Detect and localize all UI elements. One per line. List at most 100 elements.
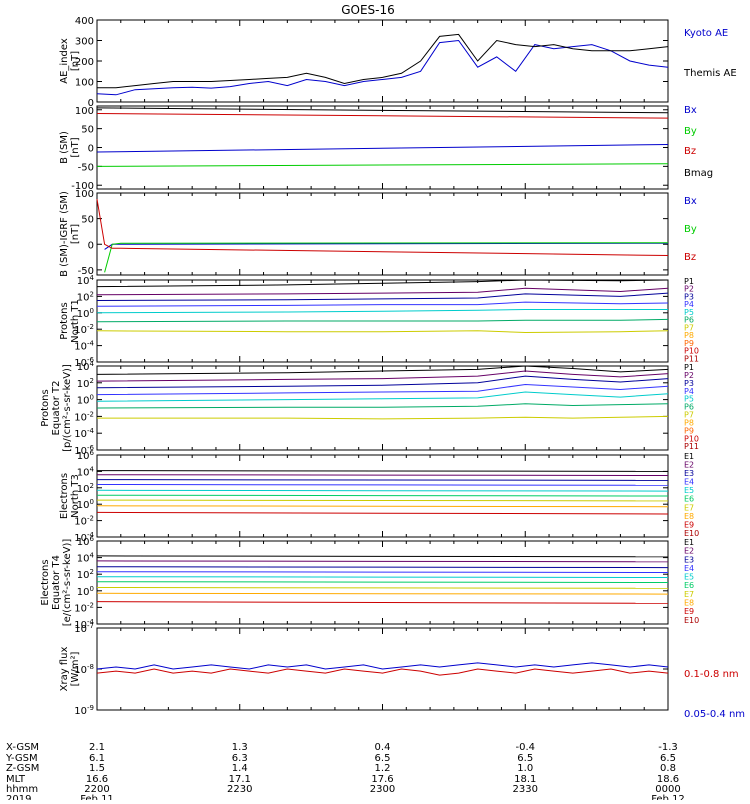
- ytick-label-0-0: 0: [88, 98, 94, 109]
- legend-entry-2-2: Bz: [684, 252, 696, 263]
- panel-frame-1: [96, 105, 669, 190]
- time-row-label-5: 2019: [6, 794, 31, 800]
- time-row-value-1-0: 6.1: [89, 753, 105, 764]
- ytick-label-0-1: 100: [75, 78, 94, 89]
- ytick-label-2-3: 100: [75, 189, 94, 200]
- time-row-value-2-0: 1.5: [89, 763, 105, 774]
- legend-entry-3-6: P7: [684, 323, 694, 332]
- ylabel-7-0: Xray flux: [59, 647, 70, 692]
- legend-entry-5-6: E7: [684, 503, 694, 512]
- ytick-label-0-3: 300: [75, 37, 94, 48]
- series-line-4-3: [96, 383, 669, 396]
- ylabel-1-0: B (SM): [59, 131, 70, 164]
- series-line-6-1: [96, 560, 669, 563]
- series-line-1-0: [96, 144, 669, 153]
- ytick-label-2-0: -50: [78, 266, 94, 277]
- time-row-value-2-4: 0.8: [660, 763, 676, 774]
- legend-entry-5-3: E4: [684, 478, 694, 487]
- ytick-label-4-3: 100: [77, 394, 94, 407]
- time-row-value-3-4: 18.6: [657, 774, 679, 785]
- ytick-label-0-4: 400: [75, 16, 94, 27]
- legend-entry-4-10: P11: [684, 442, 699, 451]
- legend-entry-4-3: P4: [684, 387, 694, 396]
- ytick-label-6-4: 104: [77, 552, 95, 565]
- series-line-6-0: [96, 555, 669, 558]
- series-line-6-4: [96, 576, 669, 578]
- series-line-3-2: [96, 292, 669, 301]
- ylabel-1-1: [nT]: [70, 137, 81, 157]
- time-row-label-2: Z-GSM: [6, 763, 39, 774]
- ytick-label-0-2: 200: [75, 57, 94, 68]
- panel-frame-0: [96, 19, 669, 103]
- ytick-label-6-1: 10-2: [74, 601, 94, 614]
- ylabel-4-2: [p/(cm²-s-sr-keV)]: [62, 364, 73, 452]
- ylabel-6-0: Electrons: [40, 559, 51, 605]
- legend-entry-7-0: 0.1-0.8 nm: [684, 669, 739, 680]
- ylabel-4-0: Protons: [40, 389, 51, 426]
- time-row-value-1-4: 6.5: [660, 753, 676, 764]
- time-row-value-3-0: 16.6: [86, 774, 108, 785]
- time-row-value-3-2: 17.6: [371, 774, 393, 785]
- series-line-4-5: [96, 403, 669, 409]
- time-row-value-4-4: 0000: [655, 784, 680, 795]
- ytick-label-1-0: -100: [71, 181, 94, 192]
- legend-entry-3-1: P2: [684, 285, 694, 294]
- time-row-value-2-2: 1.2: [375, 763, 391, 774]
- series-line-1-1: [96, 163, 669, 167]
- legend-entry-5-9: E10: [684, 529, 699, 538]
- series-line-4-6: [97, 415, 669, 420]
- ylabel-5-0: Electrons: [59, 473, 70, 519]
- series-line-7-1: [96, 662, 669, 670]
- ylabel-7-1: [W/m²]: [70, 651, 81, 686]
- series-line-7-0: [96, 668, 669, 676]
- legend-entry-6-4: E5: [684, 573, 694, 582]
- series-line-4-2: [96, 375, 669, 389]
- legend-entry-6-5: E6: [684, 581, 694, 590]
- series-line-5-4: [96, 489, 669, 492]
- time-row-value-4-3: 2330: [513, 784, 538, 795]
- series-line-5-7: [96, 505, 669, 508]
- series-line-3-6: [96, 330, 669, 334]
- series-line-3-0: [96, 279, 669, 288]
- legend-entry-4-5: P6: [684, 403, 694, 412]
- legend-entry-6-3: E4: [684, 564, 694, 573]
- series-line-0-0: [96, 39, 669, 96]
- time-row-value-1-3: 6.5: [517, 753, 533, 764]
- ytick-label-4-1: 10-4: [74, 427, 94, 440]
- ylabel-2-1: [nT]: [70, 224, 81, 244]
- legend-entry-1-3: Bmag: [684, 168, 713, 179]
- legend-entry-6-2: E3: [684, 555, 694, 564]
- ylabel-0-0: AE_index: [59, 38, 70, 84]
- legend-entry-5-4: E5: [684, 486, 694, 495]
- legend-entry-2-1: By: [684, 224, 697, 235]
- time-row-value-4-1: 2230: [227, 784, 252, 795]
- legend-entry-6-8: E9: [684, 607, 694, 616]
- series-line-1-2: [96, 113, 669, 119]
- time-row-value-4-0: 2200: [84, 784, 109, 795]
- time-row-value-0-4: -1.3: [658, 742, 678, 753]
- series-line-6-8: [96, 601, 669, 604]
- series-line-6-5: [96, 581, 669, 583]
- legend-entry-3-3: P4: [684, 300, 694, 309]
- ylabel-2-0: B (SM)-IGRF (SM): [59, 191, 70, 277]
- legend-entry-5-1: E2: [684, 461, 694, 470]
- time-row-value-0-2: 0.4: [375, 742, 391, 753]
- series-line-4-1: [96, 370, 669, 382]
- series-line-5-6: [96, 499, 669, 502]
- series-line-6-2: [96, 566, 669, 569]
- series-line-5-1: [96, 474, 669, 476]
- legend-entry-3-9: P10: [684, 347, 699, 356]
- time-row-value-3-1: 17.1: [229, 774, 251, 785]
- ytick-label-4-5: 104: [77, 360, 95, 373]
- ytick-label-5-5: 106: [77, 449, 95, 462]
- legend-entry-3-0: P1: [684, 277, 694, 286]
- legend-entry-3-7: P8: [684, 331, 694, 340]
- legend-entry-3-4: P5: [684, 308, 694, 317]
- time-row-value-1-1: 6.3: [232, 753, 248, 764]
- series-line-6-6: [96, 587, 669, 589]
- legend-entry-4-0: P1: [684, 363, 694, 372]
- series-line-3-5: [96, 318, 669, 323]
- time-row-value-5-0: Feb 11: [80, 794, 114, 800]
